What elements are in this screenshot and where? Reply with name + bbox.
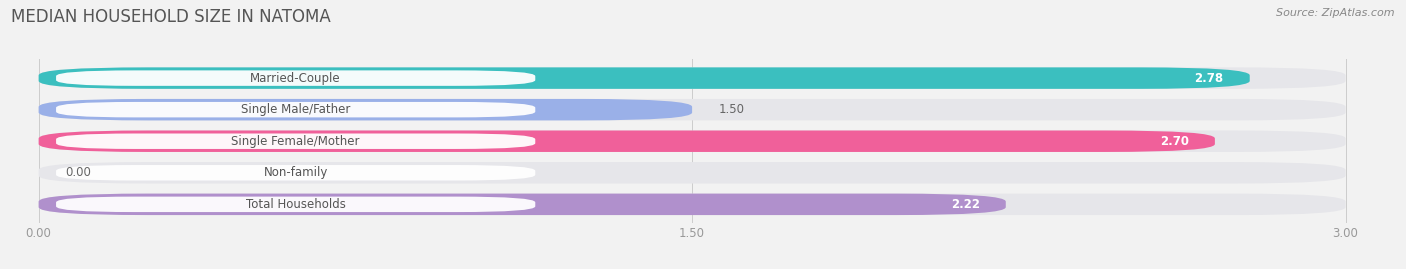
FancyBboxPatch shape xyxy=(38,99,692,121)
Text: MEDIAN HOUSEHOLD SIZE IN NATOMA: MEDIAN HOUSEHOLD SIZE IN NATOMA xyxy=(11,8,330,26)
Text: 2.22: 2.22 xyxy=(950,198,980,211)
FancyBboxPatch shape xyxy=(38,67,1346,89)
FancyBboxPatch shape xyxy=(38,130,1346,152)
FancyBboxPatch shape xyxy=(38,67,1250,89)
Text: Single Female/Mother: Single Female/Mother xyxy=(232,135,360,148)
FancyBboxPatch shape xyxy=(38,99,1346,121)
FancyBboxPatch shape xyxy=(56,133,536,149)
Text: Source: ZipAtlas.com: Source: ZipAtlas.com xyxy=(1277,8,1395,18)
FancyBboxPatch shape xyxy=(38,162,1346,183)
FancyBboxPatch shape xyxy=(56,197,536,212)
Text: 2.78: 2.78 xyxy=(1195,72,1223,85)
Text: Married-Couple: Married-Couple xyxy=(250,72,342,85)
Text: 0.00: 0.00 xyxy=(65,166,90,179)
Text: Single Male/Father: Single Male/Father xyxy=(240,103,350,116)
Text: Non-family: Non-family xyxy=(263,166,328,179)
FancyBboxPatch shape xyxy=(56,165,536,180)
FancyBboxPatch shape xyxy=(56,102,536,117)
Text: Total Households: Total Households xyxy=(246,198,346,211)
Text: 1.50: 1.50 xyxy=(718,103,744,116)
Text: 2.70: 2.70 xyxy=(1160,135,1188,148)
FancyBboxPatch shape xyxy=(38,194,1346,215)
FancyBboxPatch shape xyxy=(56,70,536,86)
FancyBboxPatch shape xyxy=(38,194,1005,215)
FancyBboxPatch shape xyxy=(38,130,1215,152)
